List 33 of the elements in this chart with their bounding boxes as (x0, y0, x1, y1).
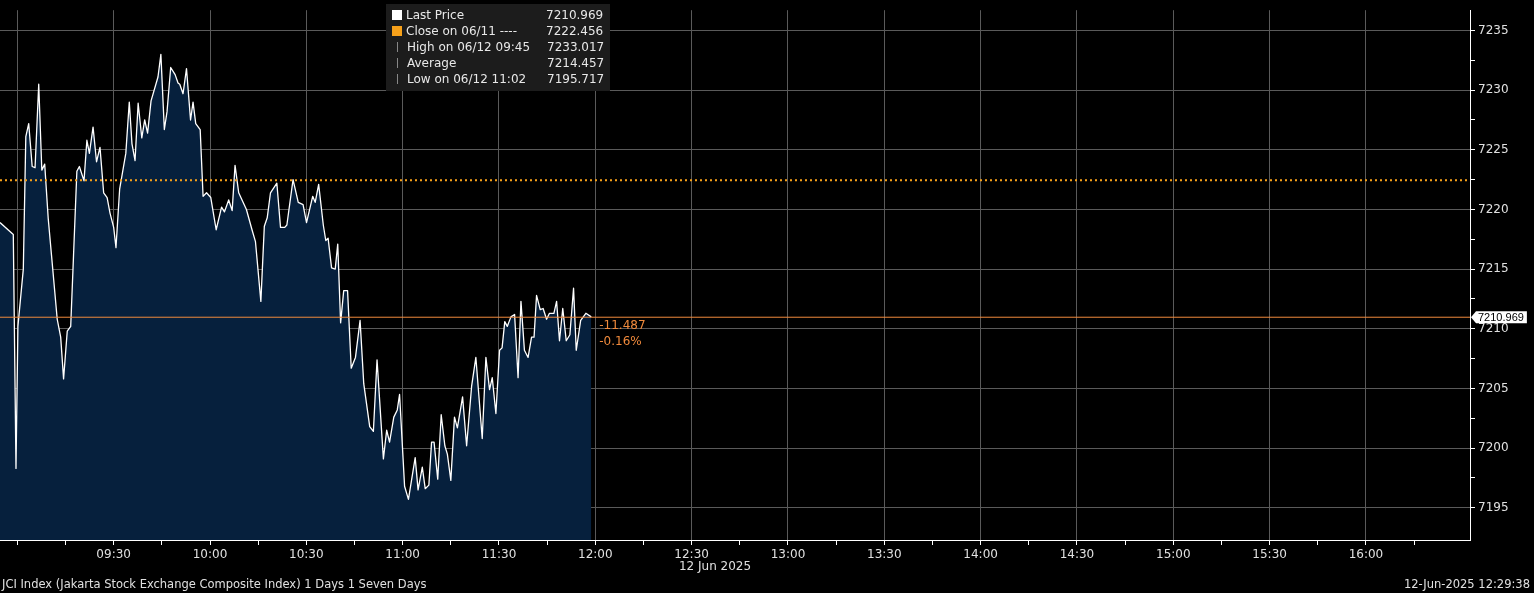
x-tick-label: 14:30 (1059, 547, 1095, 562)
y-tick-label: 7230 (1478, 82, 1509, 97)
x-tick-label: 10:00 (192, 547, 228, 562)
text: Close on 06/11 ---- 7222.456 (406, 24, 604, 38)
x-tick-label: 16:00 (1348, 547, 1384, 562)
x-tick-label: 12:30 (674, 547, 709, 562)
x-tick-label: 14:00 (963, 547, 998, 562)
x-tick-label: 11:30 (481, 547, 517, 562)
text: High on 06/12 09:45 7233.017 (407, 40, 605, 54)
legend-label: Last Price (406, 7, 466, 23)
x-tick-label: 12:00 (578, 547, 613, 562)
x-tick-label: 11:00 (385, 547, 420, 562)
x-tick-label: 15:30 (1252, 547, 1287, 562)
text: 12-Jun-2025 12:29:38 (1403, 577, 1530, 591)
x-tick-label: 10:30 (289, 547, 324, 562)
x-tick-label: 09:30 (96, 547, 131, 562)
y-tick-label: 7220 (1478, 201, 1509, 216)
text: Low on 06/12 11:02 7195.717 (407, 72, 605, 86)
text: Average 7214.457 (407, 56, 605, 70)
x-tick-label: 13:00 (770, 547, 806, 562)
y-tick-label: 7205 (1478, 380, 1509, 395)
y-tick-label: 7195 (1478, 499, 1509, 514)
x-axis-title: 12 Jun 2025 (678, 559, 752, 573)
annotation: -0.16% (599, 334, 642, 349)
x-tick-label: 15:00 (1156, 547, 1191, 562)
text: 7210.969 (546, 8, 604, 22)
y-tick-label: 7235 (1478, 22, 1509, 37)
x-tick-label: 13:30 (867, 547, 902, 562)
text: JCI Index (Jakarta Stock Exchange Composite Index) 1 Days 1 Seven Days (2, 577, 427, 591)
y-tick-label: 7215 (1478, 261, 1509, 276)
y-tick-label: 7200 (1478, 440, 1509, 455)
y-tick-label: 7225 (1478, 141, 1509, 156)
annotation: -11.487 (599, 318, 646, 333)
